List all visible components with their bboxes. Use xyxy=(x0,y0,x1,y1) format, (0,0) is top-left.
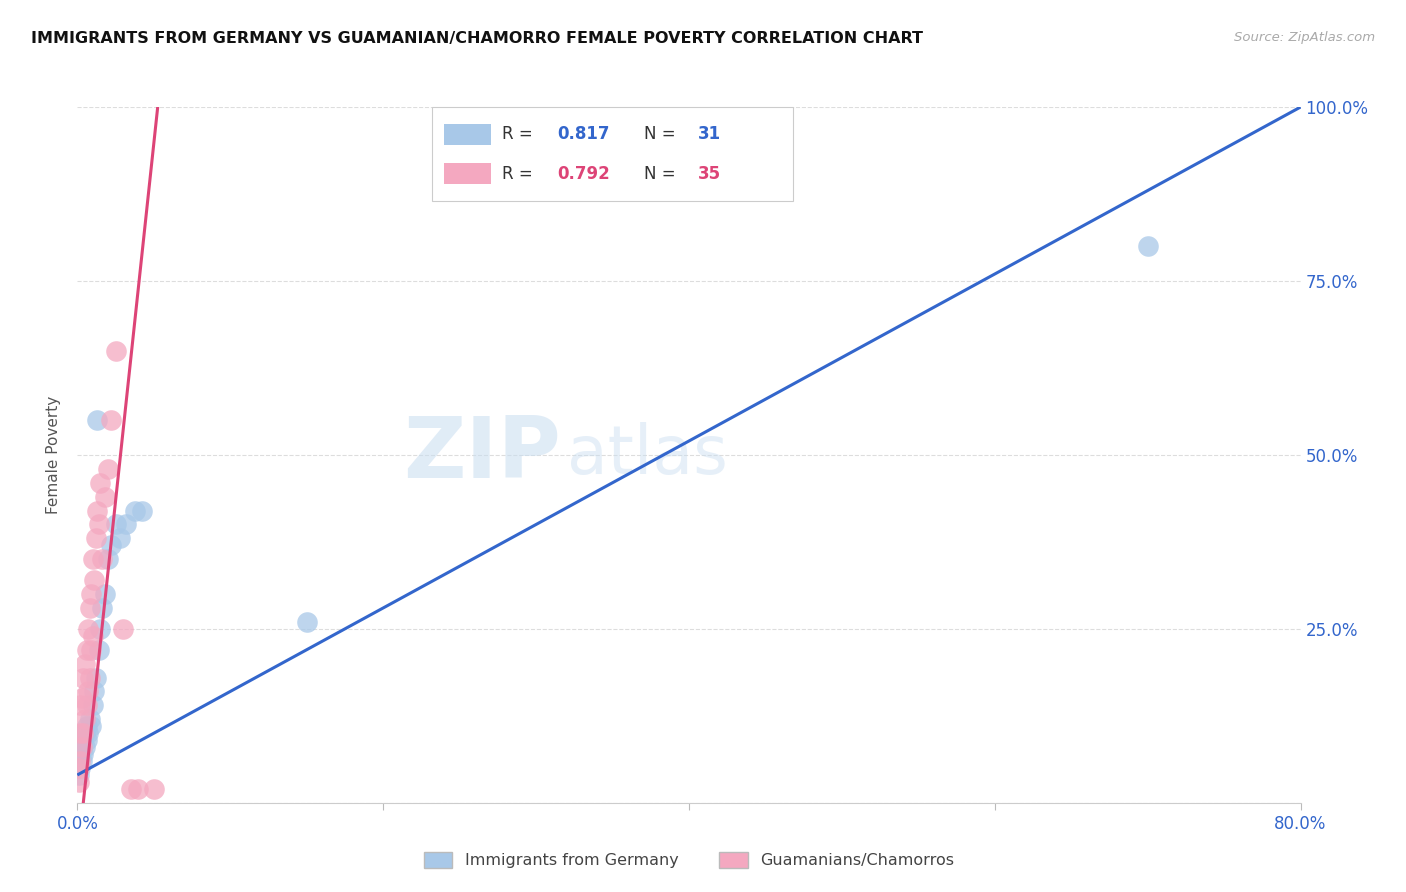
Point xyxy=(80,719,103,733)
Point xyxy=(90,552,112,566)
Point xyxy=(70,740,93,755)
Point xyxy=(73,657,96,671)
Point xyxy=(86,413,108,427)
Point xyxy=(73,712,96,726)
Point xyxy=(89,622,111,636)
Point xyxy=(73,726,96,740)
Point xyxy=(80,587,103,601)
Bar xyxy=(444,124,491,145)
Point xyxy=(70,754,93,768)
Text: ZIP: ZIP xyxy=(402,413,561,497)
Text: 35: 35 xyxy=(697,165,721,183)
Point xyxy=(104,517,127,532)
FancyBboxPatch shape xyxy=(432,107,793,201)
Point xyxy=(104,343,127,358)
Point xyxy=(112,622,135,636)
Point xyxy=(80,642,103,657)
Point xyxy=(76,719,98,733)
Legend: Immigrants from Germany, Guamanians/Chamorros: Immigrants from Germany, Guamanians/Cham… xyxy=(418,846,960,875)
Point xyxy=(100,413,122,427)
Point xyxy=(1136,239,1159,253)
Point xyxy=(86,503,108,517)
Point xyxy=(70,691,93,706)
Point xyxy=(72,747,94,761)
Point xyxy=(67,775,90,789)
Point xyxy=(83,684,105,698)
Text: 0.817: 0.817 xyxy=(557,125,609,144)
Point xyxy=(89,475,111,490)
Point xyxy=(100,538,122,552)
Point xyxy=(69,754,91,768)
Bar xyxy=(444,163,491,185)
Text: 31: 31 xyxy=(697,125,721,144)
Point xyxy=(77,684,100,698)
Point xyxy=(72,733,94,747)
Point xyxy=(84,532,107,546)
Point xyxy=(127,781,149,796)
Point xyxy=(94,587,117,601)
Point xyxy=(87,517,110,532)
Point xyxy=(69,726,91,740)
Point xyxy=(295,615,318,629)
Point xyxy=(82,552,104,566)
Point xyxy=(67,761,90,775)
Point xyxy=(70,740,93,755)
Point xyxy=(97,462,120,476)
Point xyxy=(67,768,90,782)
Point xyxy=(84,671,107,685)
Point xyxy=(115,517,138,532)
Point xyxy=(79,671,101,685)
Point xyxy=(124,503,146,517)
Text: R =: R = xyxy=(502,165,537,183)
Text: R =: R = xyxy=(502,125,537,144)
Point xyxy=(82,629,104,643)
Point xyxy=(97,552,120,566)
Point xyxy=(69,747,91,761)
Point xyxy=(72,671,94,685)
Y-axis label: Female Poverty: Female Poverty xyxy=(45,396,60,514)
Text: 0.792: 0.792 xyxy=(557,165,610,183)
Point xyxy=(120,781,142,796)
Point xyxy=(131,503,153,517)
Point xyxy=(76,698,98,713)
Point xyxy=(76,733,98,747)
Text: IMMIGRANTS FROM GERMANY VS GUAMANIAN/CHAMORRO FEMALE POVERTY CORRELATION CHART: IMMIGRANTS FROM GERMANY VS GUAMANIAN/CHA… xyxy=(31,31,922,46)
Point xyxy=(83,573,105,587)
Point xyxy=(72,726,94,740)
Point xyxy=(69,761,91,775)
Point xyxy=(77,726,100,740)
Point xyxy=(94,490,117,504)
Point xyxy=(79,601,101,615)
Text: atlas: atlas xyxy=(567,422,727,488)
Point xyxy=(76,642,98,657)
Point xyxy=(142,781,165,796)
Point xyxy=(82,698,104,713)
Point xyxy=(77,622,100,636)
Point xyxy=(69,698,91,713)
Point xyxy=(87,642,110,657)
Point xyxy=(108,532,131,546)
Text: Source: ZipAtlas.com: Source: ZipAtlas.com xyxy=(1234,31,1375,45)
Point xyxy=(90,601,112,615)
Point xyxy=(79,712,101,726)
Text: N =: N = xyxy=(644,125,681,144)
Point xyxy=(73,740,96,755)
Text: N =: N = xyxy=(644,165,681,183)
